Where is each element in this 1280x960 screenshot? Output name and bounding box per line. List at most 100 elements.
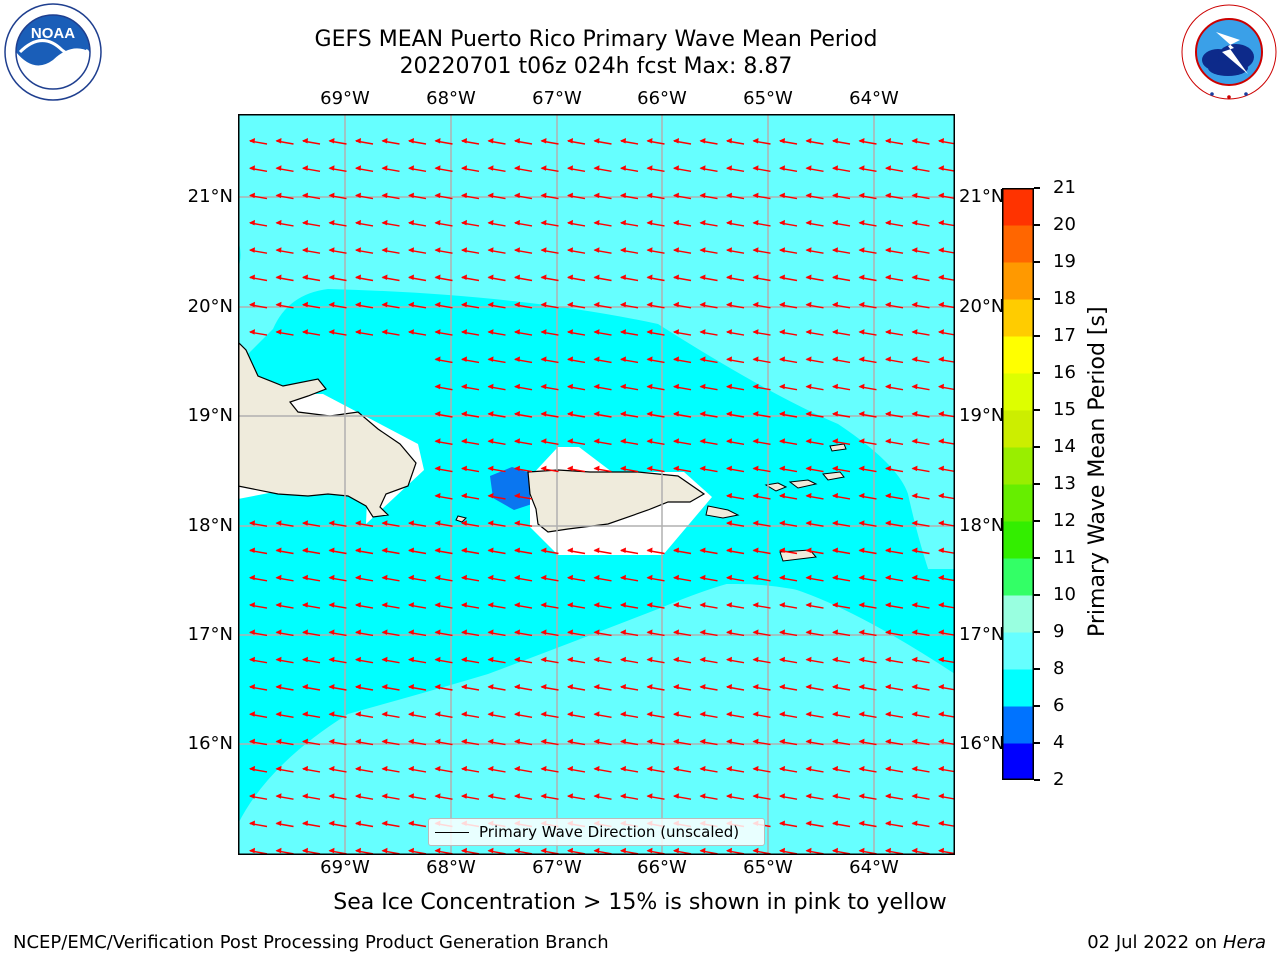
wave-arrow — [805, 465, 824, 473]
legend-line-icon — [435, 831, 469, 833]
wave-arrow — [673, 138, 692, 145]
wave-arrow — [752, 793, 771, 800]
wave-arrow — [858, 847, 877, 855]
wave-arrow — [726, 165, 745, 172]
wave-arrow — [752, 192, 771, 200]
wave-arrow — [938, 765, 955, 773]
wave-arrow — [752, 247, 771, 254]
wave-arrow — [434, 301, 453, 309]
wave-arrow — [832, 465, 851, 473]
wave-arrow — [461, 492, 480, 500]
wave-arrow — [593, 711, 612, 718]
wave-arrow — [249, 247, 268, 254]
wave-arrow — [620, 438, 639, 445]
wave-arrow — [249, 711, 268, 718]
wave-arrow — [487, 219, 506, 227]
wave-arrow — [858, 656, 877, 664]
colorbar-tick-label: 13 — [1053, 473, 1076, 494]
wave-arrow — [938, 438, 955, 445]
wave-arrow — [514, 438, 533, 445]
colorbar-tick-mark — [1034, 446, 1040, 448]
wave-arrow — [540, 356, 559, 364]
wave-arrow — [434, 356, 453, 364]
wave-arrow — [567, 438, 586, 445]
wave-arrow — [275, 820, 294, 828]
wave-arrow — [593, 219, 612, 227]
wave-arrow — [275, 629, 294, 637]
wave-arrow — [911, 411, 930, 418]
wave-arrow — [620, 383, 639, 391]
wave-arrow — [328, 138, 347, 145]
wave-arrow — [885, 247, 904, 254]
wave-arrow — [673, 301, 692, 309]
wave-arrow — [832, 192, 851, 200]
wave-arrow — [487, 847, 506, 855]
wave-arrow — [858, 356, 877, 364]
colorbar-tick-mark — [1034, 594, 1040, 596]
wave-arrow — [885, 492, 904, 500]
wave-arrow — [593, 793, 612, 800]
wave-arrow — [381, 765, 400, 773]
wave-arrow — [328, 820, 347, 828]
wave-arrow — [673, 574, 692, 582]
wave-arrow — [646, 465, 665, 473]
wave-arrow — [540, 547, 559, 555]
wave-arrow — [858, 547, 877, 555]
wave-arrow — [938, 847, 955, 855]
wave-arrow — [461, 192, 480, 200]
lon-label-top: 64°W — [849, 88, 899, 109]
wave-arrow — [461, 602, 480, 609]
wave-arrow — [434, 411, 453, 418]
wave-arrow — [302, 765, 321, 773]
wave-arrow — [832, 329, 851, 336]
wave-arrow — [487, 329, 506, 336]
wave-arrow — [408, 165, 427, 172]
wave-arrow — [858, 438, 877, 445]
wave-arrow — [514, 411, 533, 418]
wave-arrow — [487, 465, 506, 473]
wave-arrow — [567, 165, 586, 172]
wave-arrow — [779, 738, 798, 746]
wave-arrow — [805, 438, 824, 445]
wave-arrow — [461, 547, 480, 555]
wave-arrow — [540, 602, 559, 609]
wave-arrow — [885, 629, 904, 637]
wave-arrow — [514, 329, 533, 336]
wave-arrow — [699, 629, 718, 637]
wave-arrow — [593, 765, 612, 773]
wave-arrow — [911, 793, 930, 800]
wave-arrow — [434, 520, 453, 527]
wave-arrow — [699, 684, 718, 691]
wave-arrow — [911, 656, 930, 664]
wave-arrow — [434, 656, 453, 664]
lat-label-right: 16°N — [959, 733, 1005, 754]
wave-arrow — [593, 602, 612, 609]
wave-arrow — [938, 738, 955, 746]
wave-arrow — [567, 301, 586, 309]
wave-arrow — [487, 738, 506, 746]
wave-arrow — [567, 684, 586, 691]
wave-arrow — [461, 847, 480, 855]
wave-arrow — [355, 247, 374, 254]
wave-arrow — [275, 765, 294, 773]
wave-arrow — [249, 820, 268, 828]
wave-arrow — [726, 219, 745, 227]
footer-credit: NCEP/EMC/Verification Post Processing Pr… — [13, 932, 609, 953]
wave-arrow — [699, 138, 718, 145]
colorbar-segment — [1002, 521, 1034, 559]
colorbar-tick-label: 17 — [1053, 325, 1076, 346]
map-frame — [238, 114, 955, 855]
wave-arrow — [938, 520, 955, 527]
wave-arrow — [355, 138, 374, 145]
land-puerto-rico — [527, 469, 706, 533]
wave-arrow — [832, 765, 851, 773]
wave-arrow — [328, 329, 347, 336]
wave-arrow — [593, 684, 612, 691]
wave-arrow — [567, 574, 586, 582]
wave-arrow — [620, 465, 639, 473]
wave-arrow — [540, 465, 559, 473]
wave-arrow — [540, 138, 559, 145]
wave-arrow — [620, 301, 639, 309]
colorbar-tick-mark — [1034, 261, 1040, 263]
wave-arrow — [911, 438, 930, 445]
